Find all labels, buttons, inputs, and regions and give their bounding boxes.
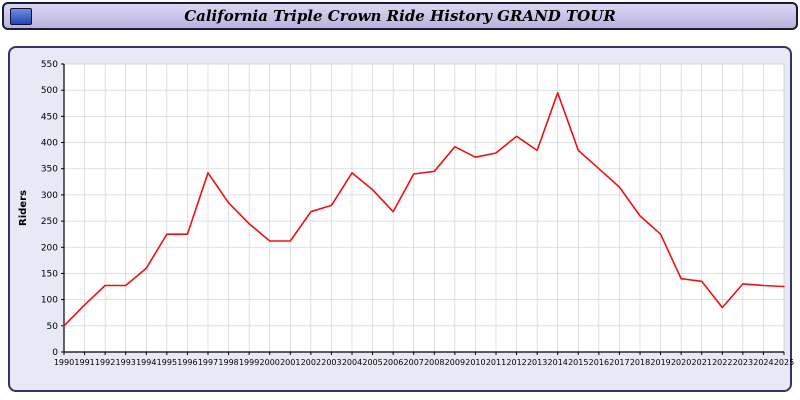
svg-text:2004: 2004	[342, 358, 362, 367]
svg-text:2020: 2020	[671, 358, 691, 367]
svg-text:0: 0	[52, 348, 58, 358]
svg-text:2009: 2009	[445, 358, 465, 367]
svg-text:2003: 2003	[321, 358, 341, 367]
svg-text:2008: 2008	[424, 358, 444, 367]
page-title: California Triple Crown Ride History GRA…	[184, 7, 616, 25]
svg-text:1999: 1999	[239, 358, 259, 367]
svg-text:2025: 2025	[774, 358, 794, 367]
svg-text:2007: 2007	[404, 358, 424, 367]
svg-text:2015: 2015	[568, 358, 588, 367]
svg-text:2006: 2006	[383, 358, 403, 367]
svg-text:2019: 2019	[650, 358, 670, 367]
svg-text:2014: 2014	[548, 358, 568, 367]
svg-text:200: 200	[41, 243, 58, 253]
svg-text:400: 400	[41, 139, 58, 149]
svg-text:300: 300	[41, 191, 58, 201]
svg-text:100: 100	[41, 296, 58, 306]
svg-text:50: 50	[47, 322, 59, 332]
svg-text:2021: 2021	[692, 358, 712, 367]
svg-text:1996: 1996	[177, 358, 197, 367]
title-bar: California Triple Crown Ride History GRA…	[2, 2, 798, 30]
svg-text:2002: 2002	[301, 358, 321, 367]
svg-text:1995: 1995	[157, 358, 177, 367]
svg-text:2005: 2005	[362, 358, 382, 367]
svg-text:2000: 2000	[260, 358, 280, 367]
svg-text:2001: 2001	[280, 358, 300, 367]
svg-text:1991: 1991	[74, 358, 94, 367]
svg-text:2013: 2013	[527, 358, 547, 367]
svg-text:500: 500	[41, 86, 58, 96]
svg-text:1998: 1998	[218, 358, 238, 367]
svg-text:2023: 2023	[733, 358, 753, 367]
svg-text:2022: 2022	[712, 358, 732, 367]
svg-text:2010: 2010	[465, 358, 485, 367]
svg-text:2018: 2018	[630, 358, 650, 367]
chart-panel: 0 50 100 150 200 250 300 350 400 450 500 550 1990 199…	[8, 46, 794, 392]
svg-text:Riders: Riders	[18, 190, 29, 226]
window-icon[interactable]	[10, 7, 32, 25]
svg-text:1997: 1997	[198, 358, 218, 367]
svg-text:2024: 2024	[753, 358, 773, 367]
svg-text:450: 450	[41, 112, 58, 122]
svg-text:150: 150	[41, 269, 58, 279]
svg-text:2017: 2017	[609, 358, 629, 367]
svg-text:550: 550	[41, 60, 58, 70]
svg-text:350: 350	[41, 165, 58, 175]
svg-text:2016: 2016	[589, 358, 609, 367]
svg-text:1993: 1993	[116, 358, 136, 367]
svg-text:250: 250	[41, 217, 58, 227]
svg-text:1994: 1994	[136, 358, 156, 367]
svg-text:1992: 1992	[95, 358, 115, 367]
svg-text:2011: 2011	[486, 358, 506, 367]
svg-text:2012: 2012	[506, 358, 526, 367]
svg-text:1990: 1990	[54, 358, 74, 367]
